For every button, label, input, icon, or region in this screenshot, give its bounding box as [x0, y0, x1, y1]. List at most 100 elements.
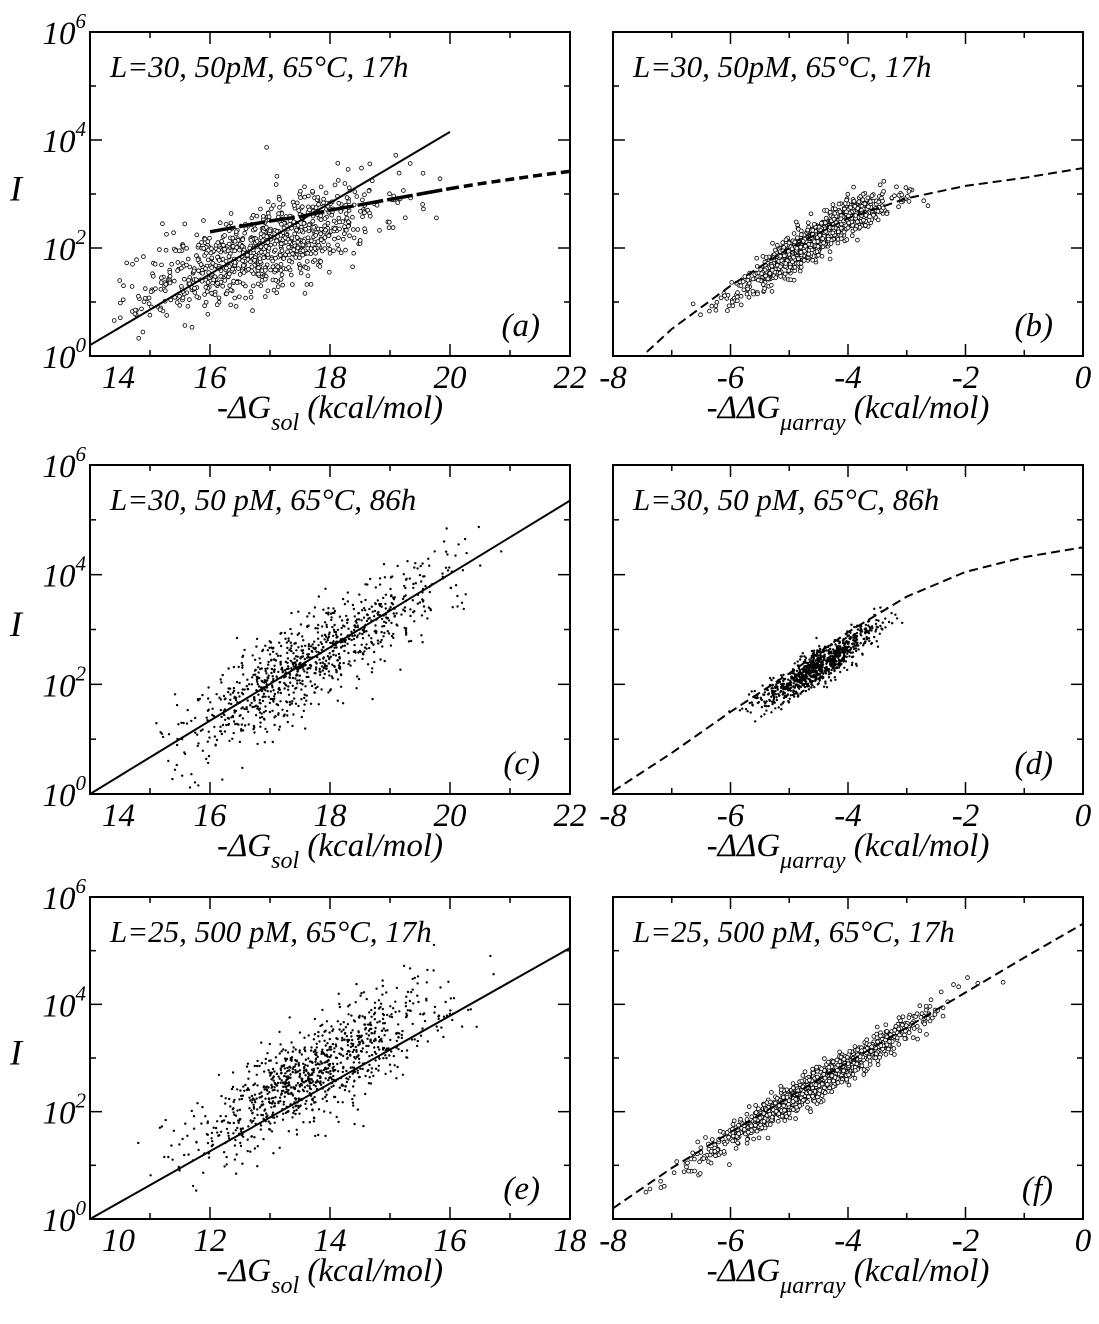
data-point: [304, 644, 307, 647]
data-point: [357, 238, 363, 243]
data-point: [334, 1043, 337, 1046]
data-point: [370, 605, 373, 608]
data-point: [183, 1153, 186, 1157]
panel-label: (d): [1015, 746, 1053, 782]
data-point: [258, 698, 261, 702]
data-point: [325, 623, 328, 626]
data-point: [336, 235, 341, 241]
data-point: [384, 602, 387, 606]
data-point: [279, 691, 282, 695]
data-point: [838, 642, 841, 645]
data-point: [326, 1089, 330, 1092]
data-point: [329, 1048, 333, 1051]
data-point: [866, 204, 871, 210]
data-point: [819, 650, 823, 654]
data-point: [286, 1066, 289, 1070]
data-point: [421, 1027, 424, 1030]
data-point: [303, 1036, 306, 1040]
data-point: [311, 225, 317, 230]
data-point: [309, 680, 312, 683]
data-point: [185, 303, 191, 309]
data-point: [402, 595, 406, 598]
data-point: [304, 727, 307, 730]
data-point: [817, 649, 820, 653]
data-point: [382, 624, 386, 628]
data-point: [281, 670, 284, 673]
data-point: [709, 303, 715, 309]
data-point: [184, 246, 189, 251]
data-point: [294, 235, 300, 240]
data-point: [205, 280, 211, 285]
data-point: [403, 584, 406, 588]
data-point: [284, 1072, 287, 1075]
data-point: [232, 248, 238, 254]
data-point: [332, 628, 336, 631]
data-point: [778, 694, 781, 697]
data-point: [282, 1082, 285, 1085]
data-point: [338, 1002, 341, 1006]
data-point: [340, 236, 346, 242]
data-point: [132, 311, 138, 317]
data-point: [798, 260, 804, 266]
data-point: [765, 700, 768, 703]
data-point: [152, 261, 158, 267]
data-point: [351, 1044, 354, 1048]
data-point: [845, 640, 849, 643]
data-point: [336, 635, 339, 638]
data-point: [295, 245, 301, 251]
data-point: [271, 650, 275, 653]
data-point: [312, 646, 315, 649]
data-point: [403, 609, 407, 613]
data-point: [269, 1122, 272, 1125]
panel-annotation: L=30, 50pM, 65°C, 17h: [109, 49, 409, 84]
data-point: [295, 1084, 298, 1087]
data-point: [401, 1029, 404, 1033]
data-point: [318, 658, 321, 661]
data-point: [209, 255, 215, 261]
data-point: [824, 682, 827, 685]
data-point: [462, 607, 465, 611]
data-point: [304, 1102, 307, 1106]
data-point: [284, 1082, 287, 1085]
data-point: [400, 613, 403, 616]
data-point: [283, 240, 289, 245]
data-point: [755, 291, 760, 297]
data-point: [863, 223, 868, 228]
data-point: [835, 240, 841, 246]
data-point: [220, 732, 224, 736]
data-point: [422, 605, 426, 608]
data-point: [232, 239, 238, 244]
data-point: [356, 1069, 359, 1072]
data-point: [297, 1063, 300, 1066]
data-point: [833, 676, 836, 679]
data-point: [329, 212, 335, 218]
data-point: [335, 242, 340, 248]
data-point: [133, 307, 138, 313]
data-point: [183, 752, 187, 756]
data-point: [424, 584, 427, 588]
data-point: [394, 1010, 397, 1014]
data-point: [357, 1036, 361, 1040]
data-point: [356, 625, 359, 629]
data-point: [818, 647, 822, 651]
data-point: [355, 227, 361, 232]
data-point: [292, 203, 297, 208]
data-point: [324, 659, 328, 662]
data-point: [295, 1108, 298, 1112]
data-point: [421, 206, 426, 212]
data-point: [323, 621, 327, 624]
data-point: [304, 259, 310, 264]
data-point: [367, 617, 370, 620]
data-point: [400, 1036, 404, 1040]
data-point: [287, 667, 290, 670]
data-point: [274, 659, 278, 662]
data-point: [404, 586, 407, 590]
data-point: [345, 1077, 348, 1080]
data-point: [798, 228, 804, 234]
data-point: [299, 661, 302, 665]
data-point: [253, 731, 256, 734]
data-point: [370, 640, 373, 644]
data-point: [323, 672, 326, 676]
y-tick-label: 106: [43, 442, 87, 485]
data-point: [256, 1145, 259, 1148]
